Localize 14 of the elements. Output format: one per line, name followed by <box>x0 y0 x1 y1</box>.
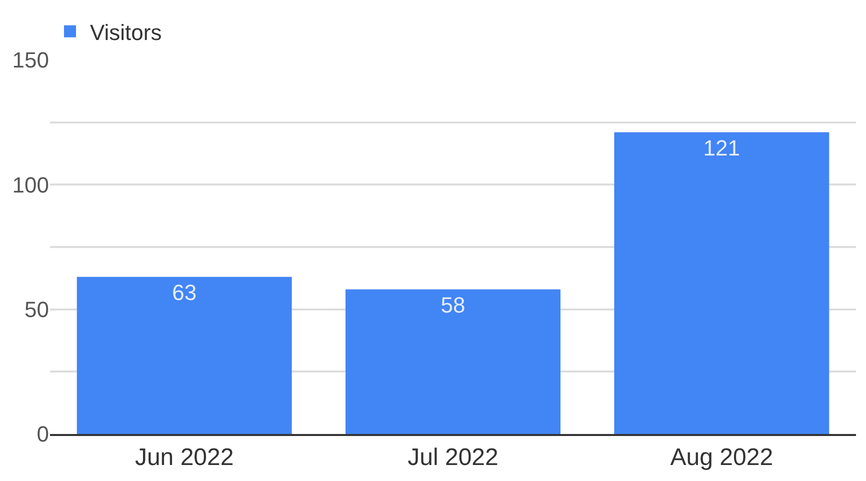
data-label: 63 <box>172 280 197 305</box>
x-tick-label: Jul 2022 <box>408 444 498 471</box>
x-tick-label: Jun 2022 <box>134 444 234 471</box>
y-tick-label: 100 <box>12 172 49 198</box>
x-tick-label: Aug 2022 <box>670 444 774 471</box>
bar <box>614 132 830 434</box>
legend-label: Visitors <box>90 20 162 45</box>
bar <box>346 289 560 434</box>
y-tick-label: 0 <box>36 422 49 447</box>
bar <box>76 276 292 434</box>
y-tick-label: 50 <box>24 297 49 322</box>
data-label: 58 <box>440 292 466 318</box>
y-tick-label: 150 <box>12 48 49 73</box>
data-label: 121 <box>703 135 740 160</box>
